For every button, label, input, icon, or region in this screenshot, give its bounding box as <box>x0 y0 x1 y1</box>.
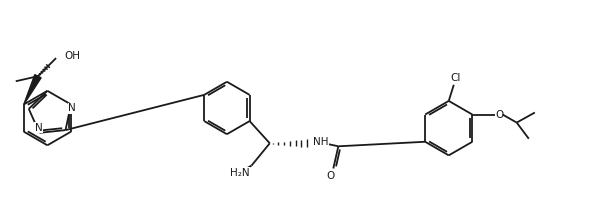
Polygon shape <box>24 75 41 104</box>
Text: N: N <box>68 103 76 113</box>
Text: O: O <box>326 170 334 180</box>
Text: O: O <box>496 109 504 119</box>
Text: N: N <box>35 123 42 133</box>
Text: Cl: Cl <box>451 73 461 83</box>
Text: NH: NH <box>313 137 329 147</box>
Text: H₂N: H₂N <box>230 168 249 178</box>
Text: OH: OH <box>64 51 80 61</box>
